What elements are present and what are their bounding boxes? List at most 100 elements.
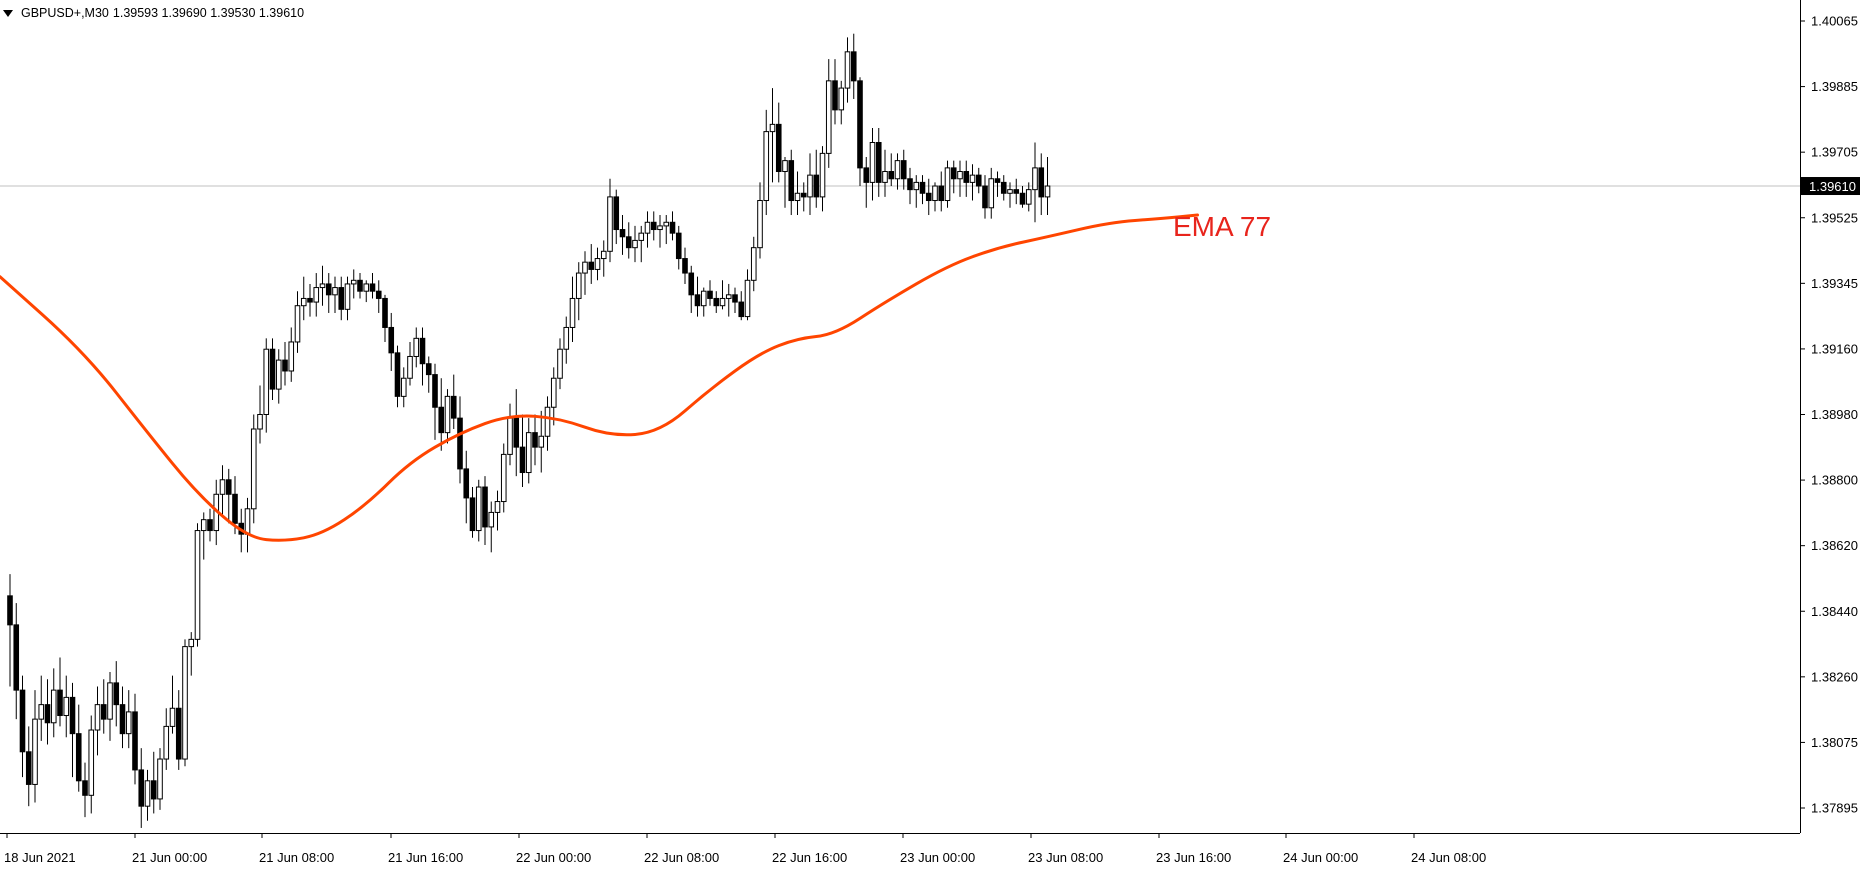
candle[interactable] <box>713 291 720 313</box>
candle[interactable] <box>219 465 226 517</box>
candle[interactable] <box>407 341 413 386</box>
candle[interactable] <box>794 171 801 216</box>
candle[interactable] <box>532 414 538 466</box>
candle[interactable] <box>725 283 732 317</box>
chart-menu-triangle-icon[interactable] <box>3 9 13 17</box>
candle[interactable] <box>519 414 526 488</box>
candlestick-series[interactable] <box>7 33 1051 828</box>
price-axis[interactable]: 1.40065 1.39885 1.39705 1.39525 1.39345 1.391… <box>1800 14 1858 816</box>
candle[interactable] <box>457 396 463 484</box>
candle[interactable] <box>44 679 51 745</box>
candle[interactable] <box>75 704 82 792</box>
candle[interactable] <box>25 726 32 807</box>
candle[interactable] <box>50 668 57 738</box>
candle[interactable] <box>413 327 420 368</box>
candle[interactable] <box>363 280 370 303</box>
candle[interactable] <box>807 153 813 216</box>
candle[interactable] <box>994 171 1001 197</box>
candle[interactable] <box>394 345 401 408</box>
candle[interactable] <box>600 240 607 277</box>
candle[interactable] <box>57 657 63 727</box>
candle[interactable] <box>757 182 763 259</box>
candle[interactable] <box>182 639 188 767</box>
candle[interactable] <box>194 523 201 647</box>
candle[interactable] <box>875 127 882 197</box>
candle[interactable] <box>650 211 657 241</box>
candle[interactable] <box>338 276 345 321</box>
candle[interactable] <box>388 312 395 371</box>
candle[interactable] <box>557 338 563 390</box>
candle[interactable] <box>188 632 195 676</box>
candle[interactable] <box>88 715 95 814</box>
candle[interactable] <box>888 153 895 187</box>
candle[interactable] <box>69 682 76 778</box>
candle[interactable] <box>32 690 38 803</box>
candle[interactable] <box>825 59 832 168</box>
candle[interactable] <box>707 280 713 306</box>
candle[interactable] <box>625 222 632 259</box>
candle[interactable] <box>882 149 888 197</box>
candle[interactable] <box>207 508 213 542</box>
candle[interactable] <box>988 167 995 219</box>
candle[interactable] <box>607 178 613 263</box>
candle[interactable] <box>38 675 45 741</box>
candle[interactable] <box>688 265 695 313</box>
candle[interactable] <box>325 273 332 313</box>
candle[interactable] <box>169 675 176 734</box>
candle[interactable] <box>500 443 507 513</box>
candle[interactable] <box>150 751 157 814</box>
candle[interactable] <box>225 468 232 524</box>
candle[interactable] <box>682 247 688 284</box>
candle[interactable] <box>963 160 970 197</box>
candle[interactable] <box>669 211 676 241</box>
candle[interactable] <box>107 671 113 741</box>
candle[interactable] <box>313 273 320 317</box>
candle[interactable] <box>444 389 451 444</box>
candle[interactable] <box>588 244 595 284</box>
candle[interactable] <box>400 367 407 408</box>
candle[interactable] <box>332 276 338 313</box>
candle[interactable] <box>582 251 588 295</box>
time-axis[interactable]: 18 Jun 2021 21 Jun 00:00 21 Jun 08:00 21 Ju… <box>4 833 1486 865</box>
candle[interactable] <box>438 378 445 451</box>
candle[interactable] <box>525 418 532 484</box>
candle[interactable] <box>113 661 120 727</box>
candle[interactable] <box>932 182 938 212</box>
candle[interactable] <box>1038 153 1045 216</box>
candle[interactable] <box>925 178 932 216</box>
candle[interactable] <box>125 690 132 749</box>
candle[interactable] <box>257 385 263 444</box>
candle[interactable] <box>1032 142 1038 223</box>
candle[interactable] <box>357 273 363 299</box>
candle[interactable] <box>769 88 776 183</box>
candle[interactable] <box>94 686 101 756</box>
candle[interactable] <box>957 160 963 197</box>
candle[interactable] <box>63 675 70 738</box>
candle[interactable] <box>1025 182 1032 212</box>
candle[interactable] <box>425 356 432 393</box>
candle[interactable] <box>138 748 145 828</box>
candle[interactable] <box>13 603 20 720</box>
candle[interactable] <box>869 127 876 201</box>
candle[interactable] <box>738 291 745 321</box>
candle[interactable] <box>569 276 576 342</box>
candle[interactable] <box>632 225 638 263</box>
candle[interactable] <box>969 164 976 201</box>
candle[interactable] <box>857 77 863 187</box>
candle[interactable] <box>319 265 326 306</box>
candle[interactable] <box>657 215 663 248</box>
candle[interactable] <box>894 153 901 190</box>
candle[interactable] <box>944 160 951 208</box>
candle[interactable] <box>775 102 782 183</box>
candle[interactable] <box>432 363 438 440</box>
candle[interactable] <box>538 410 545 473</box>
candle[interactable] <box>300 276 307 321</box>
candle[interactable] <box>788 149 795 216</box>
candle[interactable] <box>850 33 857 99</box>
candle[interactable] <box>638 225 645 263</box>
candle[interactable] <box>732 287 738 313</box>
candle[interactable] <box>938 171 945 212</box>
candle[interactable] <box>975 167 982 194</box>
